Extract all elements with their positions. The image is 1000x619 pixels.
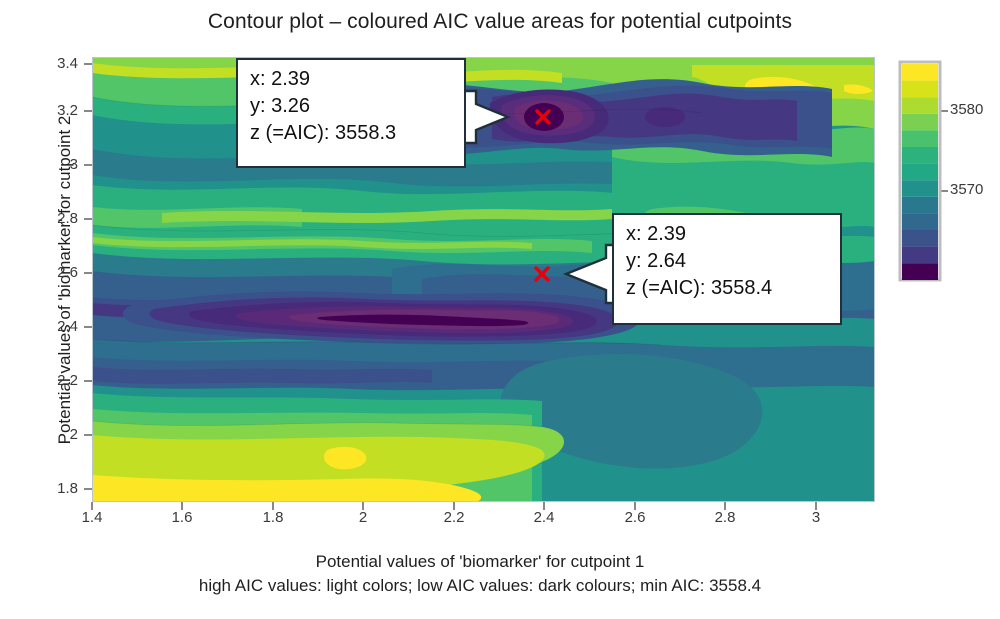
- callout-top-x: x: 2.39: [250, 68, 311, 90]
- arrow-pointer-top: [460, 89, 512, 145]
- y-tick-label: 2.6: [57, 264, 78, 281]
- colorbar-tick-low: 3570: [950, 181, 984, 198]
- callout-bottom-z: z (=AIC): 3558.4: [626, 277, 773, 300]
- x-tick-label: 2.4: [533, 509, 555, 526]
- x-tick-label: 2.6: [624, 509, 646, 526]
- x-tick-label: 1.6: [171, 509, 193, 526]
- x-axis-label: Potential values of 'biomarker' for cutp…: [315, 552, 645, 571]
- x-tick-label: 2: [358, 509, 368, 526]
- callout-bottom-x: x: 2.39: [626, 223, 687, 245]
- callout-top: x: 2.39 y: 3.26 z (=AIC): 3558.3: [236, 58, 466, 168]
- y-tick-label: 3.2: [57, 102, 78, 119]
- callout-bottom-y: y: 2.64: [626, 250, 687, 273]
- x-tick-label: 2.8: [714, 509, 736, 526]
- callout-bottom: x: 2.39 y: 2.64 z (=AIC): 3558.4: [612, 213, 842, 325]
- x-tick-label: 1.8: [262, 509, 284, 526]
- y-tick-label: 2.2: [57, 372, 78, 389]
- colorbar-tick-high: 3580: [950, 101, 984, 118]
- y-tick-label: 2.4: [57, 318, 78, 335]
- y-tick-label: 1.8: [57, 480, 78, 497]
- x-tick-label: 1.4: [81, 509, 103, 526]
- y-tick-label: 2.8: [57, 210, 78, 227]
- callout-top-z: z (=AIC): 3558.3: [250, 122, 397, 145]
- colorbar-bands: [902, 64, 938, 280]
- y-tick-label: 2: [69, 426, 78, 443]
- colorbar: [898, 60, 942, 282]
- y-tick-label: 3: [69, 156, 78, 173]
- callout-top-y: y: 3.26: [250, 95, 311, 118]
- x-tick-label: 3: [811, 509, 821, 526]
- x-tick-label: 2.2: [443, 509, 465, 526]
- page-title: Contour plot – coloured AIC value areas …: [207, 10, 793, 33]
- y-tick-label: 3.4: [57, 55, 78, 72]
- x-axis-subcaption: high AIC values: light colors; low AIC v…: [198, 576, 762, 595]
